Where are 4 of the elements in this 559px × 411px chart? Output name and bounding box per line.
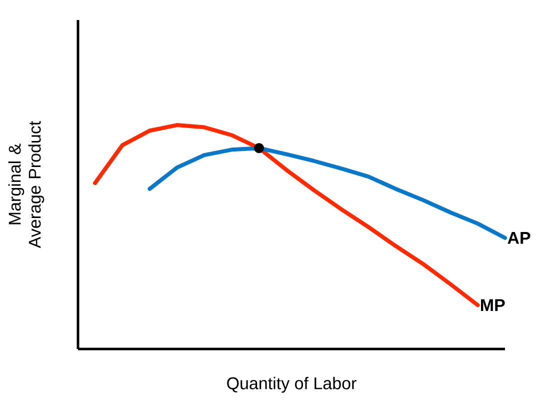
x-axis-title: Quantity of Labor [227,376,356,393]
series-label: AP [508,232,530,244]
series-label: MP [481,299,505,311]
y-axis-title: Marginal & Average Product [8,121,44,248]
